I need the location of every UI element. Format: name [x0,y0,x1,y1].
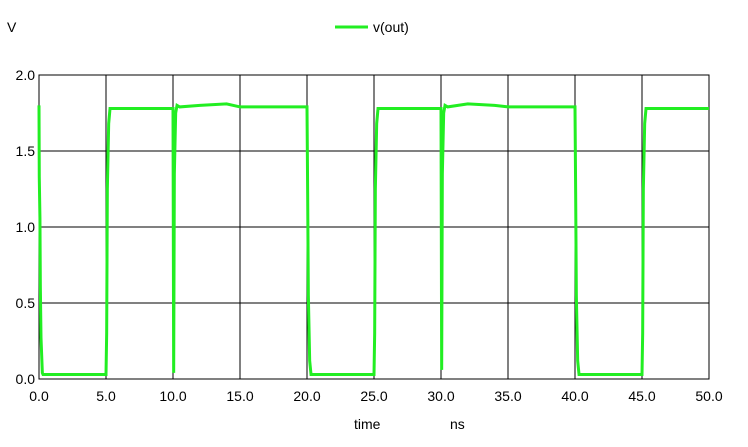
x-tick-label: 50.0 [695,388,722,404]
series-layer [37,102,709,376]
y-tick-label: 1.0 [16,219,36,235]
x-tick-label: 30.0 [427,388,454,404]
legend-label-v-out: v(out) [373,19,409,35]
y-tick-label: 2.0 [16,67,36,83]
x-tick-label: 5.0 [96,388,116,404]
x-axis-unit: ns [450,416,465,432]
x-tick-label: 25.0 [360,388,387,404]
legend: v(out) [335,19,409,35]
x-tick-label: 40.0 [561,388,588,404]
y-tick-label: 0.5 [16,295,36,311]
x-tick-label: 10.0 [159,388,186,404]
x-axis-label: time [354,416,381,432]
x-tick-label: 0.0 [29,388,49,404]
x-tick-label: 15.0 [226,388,253,404]
x-tick-label: 45.0 [628,388,655,404]
y-axis-ticks: 0.0 0.5 1.0 1.5 2.0 [16,67,36,387]
series-line-v-out [37,102,709,376]
x-axis-ticks: 0.0 5.0 10.0 15.0 20.0 25.0 30.0 35.0 40.0 45.0 50… [29,388,723,404]
x-tick-label: 35.0 [494,388,521,404]
y-tick-label: 0.0 [16,371,36,387]
y-axis-label: V [7,19,17,35]
y-tick-label: 1.5 [16,143,36,159]
x-tick-label: 20.0 [293,388,320,404]
